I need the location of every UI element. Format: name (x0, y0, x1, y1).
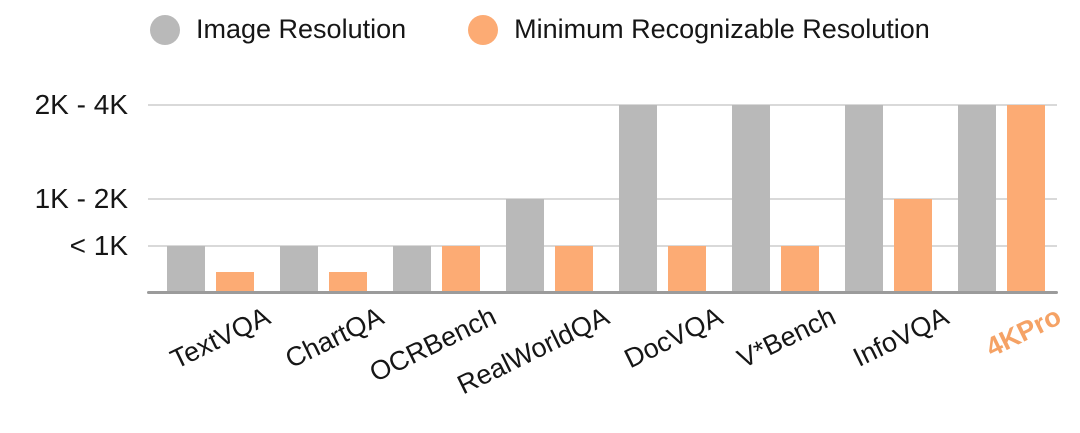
image-resolution-bar (393, 246, 431, 293)
y-axis-tick-label: 2K - 4K (34, 89, 128, 120)
bar-group-4kpro (958, 105, 1045, 293)
bar-group-infovqa (845, 105, 932, 293)
min-recognizable-resolution-bar (1007, 105, 1045, 293)
image-resolution-bar (845, 105, 883, 293)
image-resolution-bar (167, 246, 205, 293)
plot-area (148, 104, 1057, 293)
min-recognizable-resolution-bar (442, 246, 480, 293)
min-recognizable-resolution-bar (329, 271, 367, 293)
x-axis-label-docvqa: DocVQA (619, 301, 728, 375)
bar-group-realworldqa (506, 199, 593, 293)
legend-item-1: Minimum Recognizable Resolution (468, 14, 930, 45)
gridline-1K-2K (148, 198, 1057, 200)
gridline-<1K (148, 245, 1057, 247)
legend-label: Image Resolution (196, 14, 407, 44)
bar-group-v-bench (732, 105, 819, 293)
image-resolution-bar (506, 199, 544, 293)
bar-group-chartqa (280, 246, 367, 293)
bar-group-ocrbench (393, 246, 480, 293)
min-recognizable-resolution-bar (555, 246, 593, 293)
image-resolution-bar (619, 105, 657, 293)
min-recognizable-resolution-bar (894, 199, 932, 293)
legend: Image Resolution Minimum Recognizable Res… (150, 14, 930, 45)
legend-item-0: Image Resolution (150, 14, 406, 45)
x-axis-label-infovqa: InfoVQA (848, 301, 954, 373)
bar-group-textvqa (167, 246, 254, 293)
x-axis-label-4kpro: 4KPro (981, 301, 1067, 363)
x-axis-label-v-bench: V*Bench (732, 301, 841, 375)
image-resolution-bar (958, 105, 996, 293)
legend-swatch-circle-icon (468, 14, 499, 45)
y-axis-tick-label: 1K - 2K (34, 183, 128, 214)
min-recognizable-resolution-bar (781, 246, 819, 293)
image-resolution-bar (280, 246, 318, 293)
min-recognizable-resolution-bar (216, 271, 254, 293)
x-axis-label-textvqa: TextVQA (166, 301, 276, 375)
min-recognizable-resolution-bar (668, 246, 706, 293)
legend-label: Minimum Recognizable Resolution (514, 14, 930, 44)
legend-swatch-circle-icon (150, 14, 180, 45)
bar-group-docvqa (619, 105, 706, 293)
x-axis-line (147, 291, 1058, 294)
image-resolution-bar (732, 105, 770, 293)
gridline-2K-4K (148, 104, 1057, 106)
y-axis-tick-label: < 1K (69, 230, 128, 261)
